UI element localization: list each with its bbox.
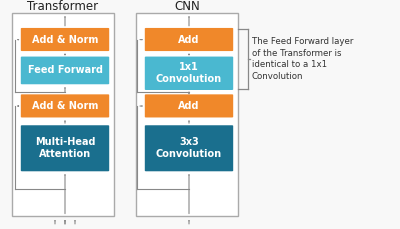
Bar (136, 13, 238, 216)
FancyBboxPatch shape (21, 94, 109, 117)
Text: Add & Norm: Add & Norm (32, 35, 98, 44)
Text: The Feed Forward layer
of the Transformer is
identical to a 1x1
Convolution: The Feed Forward layer of the Transforme… (252, 37, 353, 81)
FancyBboxPatch shape (21, 28, 109, 51)
Text: Multi-Head
Attention: Multi-Head Attention (35, 137, 95, 159)
Text: Feed Forward: Feed Forward (28, 65, 102, 75)
FancyBboxPatch shape (145, 57, 233, 90)
FancyBboxPatch shape (145, 28, 233, 51)
Bar (12, 13, 114, 216)
Text: 1x1
Convolution: 1x1 Convolution (156, 62, 222, 84)
Text: Transformer: Transformer (28, 0, 98, 13)
Text: 3x3
Convolution: 3x3 Convolution (156, 137, 222, 159)
Text: Add: Add (178, 35, 200, 44)
Text: Add: Add (178, 101, 200, 111)
Text: CNN: CNN (174, 0, 200, 13)
FancyBboxPatch shape (21, 57, 109, 84)
Text: Add & Norm: Add & Norm (32, 101, 98, 111)
FancyBboxPatch shape (145, 125, 233, 171)
FancyBboxPatch shape (145, 94, 233, 117)
FancyBboxPatch shape (21, 125, 109, 171)
